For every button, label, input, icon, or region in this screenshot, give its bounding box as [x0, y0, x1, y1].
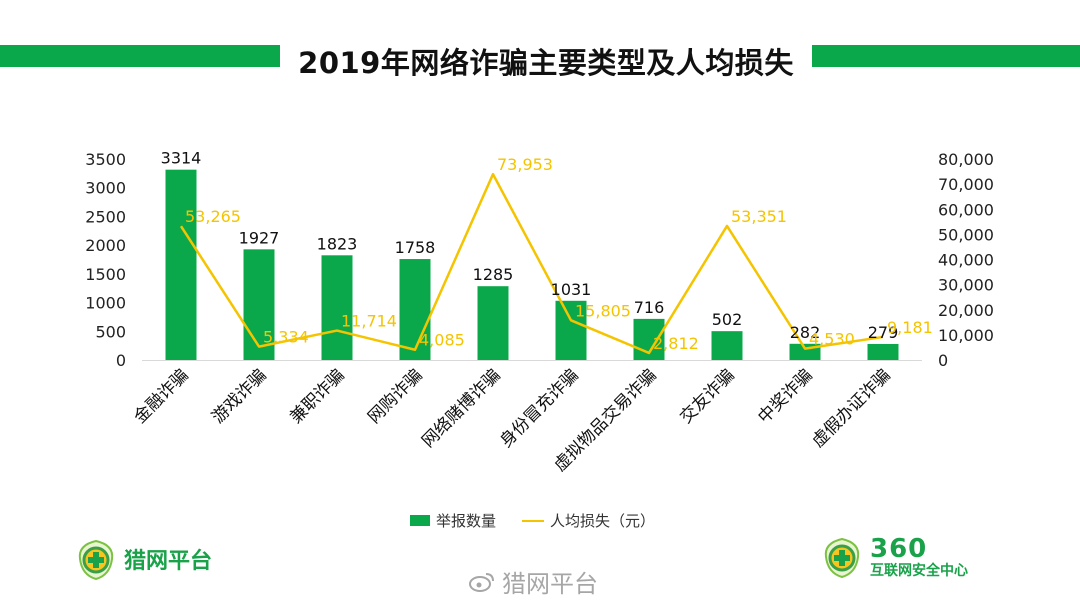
right-axis-tick-label: 80,000 — [938, 150, 994, 169]
legend-item-bar: 举报数量 — [410, 510, 496, 531]
line-value-label: 53,351 — [731, 207, 787, 226]
right-axis-tick-label: 10,000 — [938, 326, 994, 345]
line-value-label: 2,812 — [653, 334, 699, 353]
legend-bar-swatch — [410, 515, 430, 526]
category-label: 身份冒充诈骗 — [496, 365, 582, 451]
line-value-label: 15,805 — [575, 301, 631, 320]
bar — [399, 259, 431, 360]
legend-line-label: 人均损失（元） — [550, 512, 656, 530]
liewang-logo: 猎网平台 — [74, 537, 212, 581]
bar — [555, 300, 587, 360]
liewang-logo-text: 猎网平台 — [124, 549, 213, 574]
bar-value-label: 279 — [868, 323, 899, 342]
title-bar — [0, 43, 1080, 69]
line-value-label: 11,714 — [341, 312, 397, 331]
left-axis-tick-label: 0 — [116, 351, 126, 370]
right-axis-tick-label: 30,000 — [938, 276, 994, 295]
category-label: 网购诈骗 — [364, 365, 426, 427]
right-axis-tick-label: 60,000 — [938, 200, 994, 219]
bar — [165, 169, 197, 360]
category-label: 交友诈骗 — [676, 365, 738, 427]
right-axis-tick-label: 20,000 — [938, 301, 994, 320]
right-axis-tick-label: 50,000 — [938, 225, 994, 244]
category-label: 游戏诈骗 — [208, 365, 270, 427]
watermark: 猎网平台 — [468, 564, 598, 599]
security-center-shield-icon — [824, 537, 860, 579]
line-value-label: 73,953 — [497, 155, 553, 174]
line-value-label: 4,085 — [419, 331, 465, 350]
left-axis-tick-label: 2000 — [85, 236, 126, 255]
bar-value-label: 1285 — [473, 265, 514, 284]
left-axis-tick-label: 3500 — [85, 150, 126, 169]
bar — [711, 331, 743, 360]
bar — [867, 343, 899, 360]
line-value-label: 5,334 — [263, 328, 309, 347]
bar-value-label: 282 — [790, 323, 821, 342]
legend-line-swatch — [522, 519, 544, 522]
bar-value-label: 716 — [634, 298, 665, 317]
security-center-number: 360 — [870, 534, 928, 564]
bar — [243, 249, 275, 360]
weibo-icon — [469, 572, 494, 592]
bar — [321, 255, 353, 360]
line-series — [179, 172, 884, 355]
category-label: 中奖诈骗 — [754, 365, 816, 427]
right-axis-tick-label: 0 — [938, 351, 948, 370]
category-label: 网络赌博诈骗 — [418, 365, 504, 451]
category-label: 兼职诈骗 — [286, 365, 348, 427]
chart-title: 2019年网络诈骗主要类型及人均损失 — [298, 46, 794, 80]
bar-value-label: 1927 — [239, 228, 280, 247]
legend-item-line: 人均损失（元） — [522, 510, 655, 531]
right-axis-tick-label: 40,000 — [938, 251, 994, 270]
bar-value-label: 3314 — [161, 149, 202, 168]
line-value-label: 9,181 — [887, 318, 933, 337]
security-center-subtitle: 互联网安全中心 — [870, 563, 968, 579]
left-axis-tick-label: 2500 — [85, 207, 126, 226]
bar — [477, 286, 509, 360]
watermark-text: 猎网平台 — [502, 570, 598, 598]
line-value-label: 53,265 — [185, 207, 241, 226]
category-label: 虚假办证诈骗 — [808, 365, 894, 451]
chart-canvas: 0 500 1000 1500 2000 2500 3000 3500 0 10,000 20,00… — [85, 149, 994, 476]
bar-value-label: 502 — [712, 310, 743, 329]
liewang-shield-icon — [78, 539, 114, 581]
left-axis-tick-label: 1500 — [85, 265, 126, 284]
bar-value-label: 1031 — [551, 280, 592, 299]
title-bar-right-stripe — [812, 45, 1080, 67]
title-bar-left-stripe — [0, 45, 280, 67]
line-value-label: 4,530 — [809, 330, 855, 349]
right-axis-tick-label: 70,000 — [938, 175, 994, 194]
bar-value-label: 1758 — [395, 238, 436, 257]
category-label: 金融诈骗 — [130, 365, 192, 427]
left-axis-tick-label: 1000 — [85, 294, 126, 313]
security-center-logo: 360 互联网安全中心 — [820, 535, 968, 579]
bar-value-label: 1823 — [317, 234, 358, 253]
legend-bar-label: 举报数量 — [436, 512, 497, 530]
left-axis-tick-label: 500 — [95, 322, 126, 341]
left-axis-tick-label: 3000 — [85, 179, 126, 198]
